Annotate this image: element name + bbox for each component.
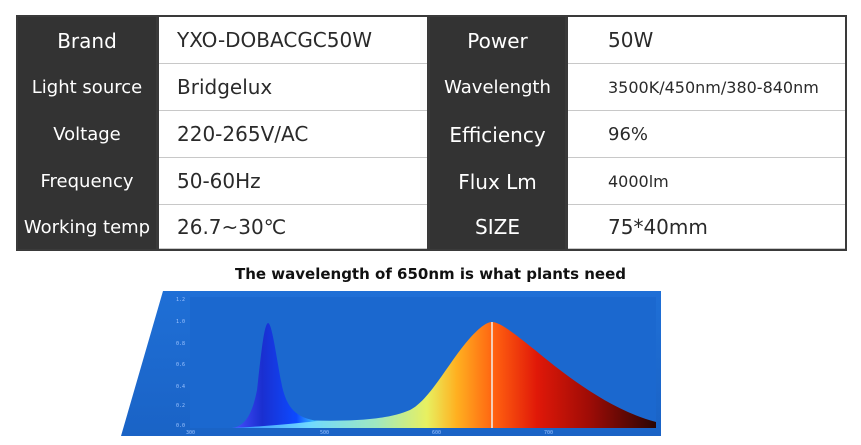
y-tick: 1.0 bbox=[176, 319, 185, 325]
x-tick: 500 bbox=[320, 430, 329, 436]
y-tick: 0.0 bbox=[176, 423, 185, 429]
spec-value: 26.7~30℃ bbox=[159, 205, 427, 249]
y-tick: 0.2 bbox=[176, 403, 185, 409]
spec-row-voltage: Voltage 220-265V/AC Efficiency 96% bbox=[18, 111, 845, 158]
spec-label: Power bbox=[430, 17, 565, 64]
y-tick: 0.8 bbox=[176, 341, 185, 347]
x-tick: 700 bbox=[544, 430, 553, 436]
spec-table: Brand YXO-DOBACGC50W Power 50W Light sou… bbox=[16, 15, 847, 251]
spec-row-frequency: Frequency 50-60Hz Flux Lm 4000lm bbox=[18, 158, 845, 205]
x-tick: 300 bbox=[186, 430, 195, 436]
spec-value: 220-265V/AC bbox=[159, 111, 427, 158]
spec-value: 50-60Hz bbox=[159, 158, 427, 205]
y-tick: 1.2 bbox=[176, 297, 185, 303]
spec-label: Working temp bbox=[18, 205, 156, 249]
spec-label: Frequency bbox=[18, 158, 156, 205]
spec-value: Bridgelux bbox=[159, 64, 427, 111]
spec-label: Brand bbox=[18, 17, 156, 64]
y-tick: 0.6 bbox=[176, 362, 185, 368]
spec-value: 96% bbox=[568, 111, 845, 158]
spectrum-curve bbox=[232, 322, 656, 428]
spec-value: YXO-DOBACGC50W bbox=[159, 17, 427, 64]
spectrum-caption: The wavelength of 650nm is what plants n… bbox=[234, 265, 627, 283]
y-axis: 1.2 1.0 0.8 0.6 0.4 0.2 0.0 bbox=[176, 297, 185, 429]
x-axis: 300 500 600 700 bbox=[186, 430, 553, 436]
spec-row-working-temp: Working temp 26.7~30℃ SIZE 75*40mm bbox=[18, 205, 845, 249]
spec-label: Voltage bbox=[18, 111, 156, 158]
spec-label: SIZE bbox=[430, 205, 565, 249]
spec-label: Efficiency bbox=[430, 111, 565, 158]
spec-value: 50W bbox=[568, 17, 845, 64]
y-tick: 0.4 bbox=[176, 384, 185, 390]
spec-label: Light source bbox=[18, 64, 156, 111]
x-tick: 600 bbox=[432, 430, 441, 436]
spec-label: Wavelength bbox=[430, 64, 565, 111]
spec-row-brand: Brand YXO-DOBACGC50W Power 50W bbox=[18, 17, 845, 64]
spec-row-light-source: Light source Bridgelux Wavelength 3500K/… bbox=[18, 64, 845, 111]
spec-value: 75*40mm bbox=[568, 205, 845, 249]
spec-value: 4000lm bbox=[568, 158, 845, 205]
spec-label: Flux Lm bbox=[430, 158, 565, 205]
blue-peak bbox=[232, 323, 318, 428]
spec-value: 3500K/450nm/380-840nm bbox=[568, 64, 845, 111]
